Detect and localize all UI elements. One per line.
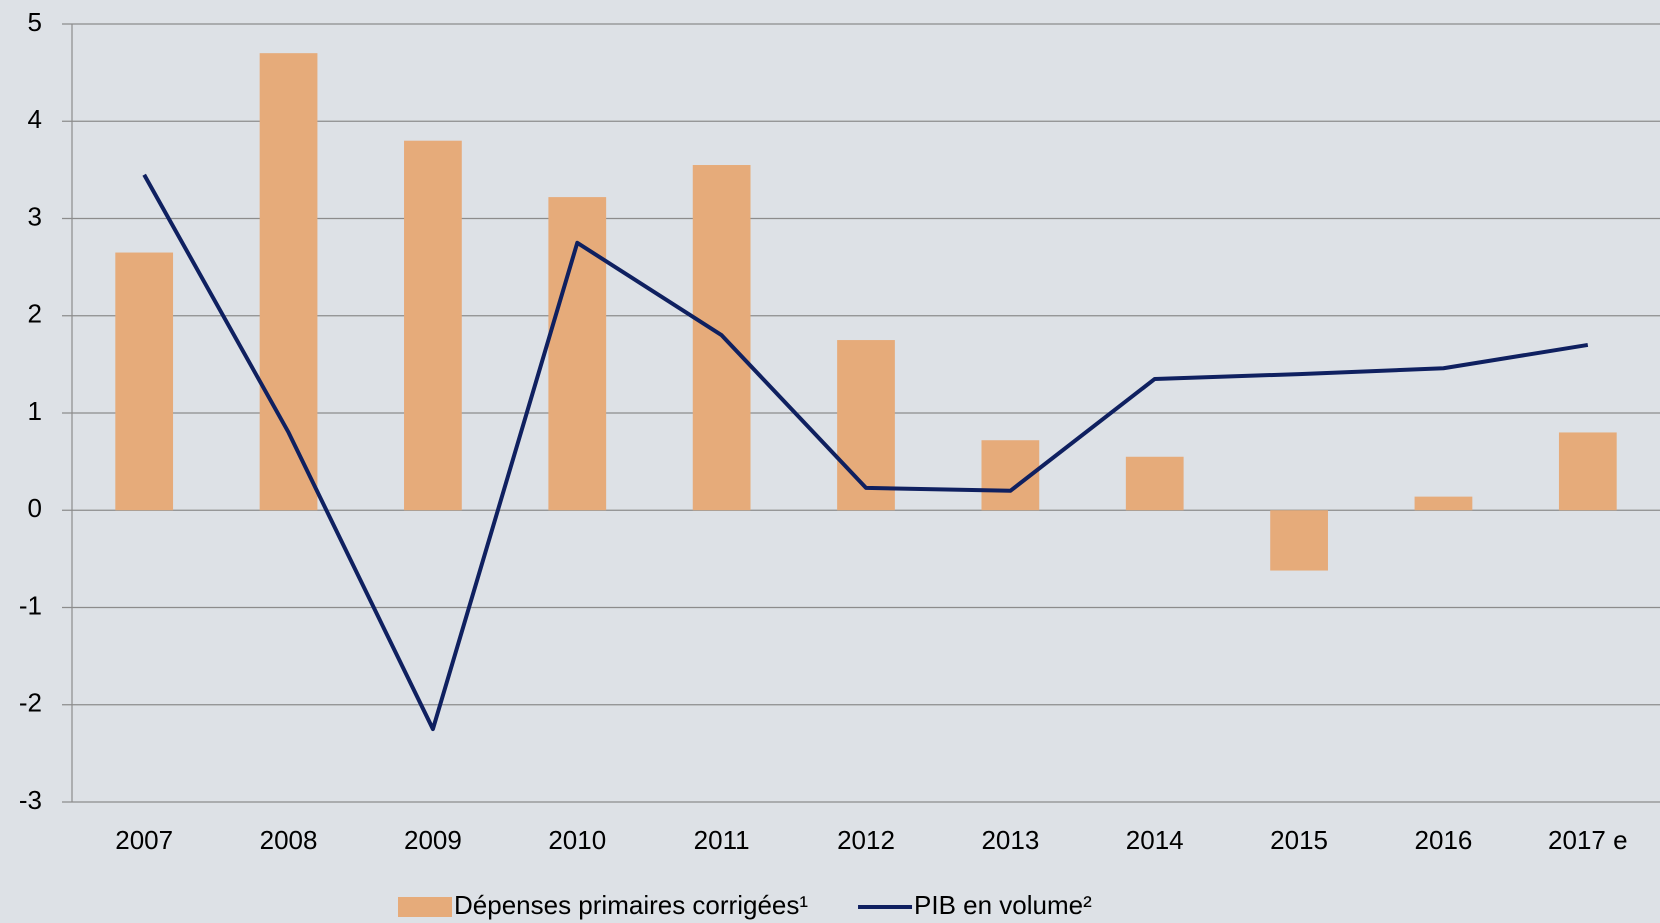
y-tick-label: -1 (19, 590, 42, 620)
y-tick-label: -2 (19, 688, 42, 718)
line (142, 173, 1589, 732)
x-tick-label: 2014 (1126, 825, 1184, 855)
y-tick-label: -3 (19, 785, 42, 815)
y-tick-label: 0 (28, 493, 42, 523)
x-tick-label: 2007 (115, 825, 173, 855)
x-tick-label: 2008 (260, 825, 318, 855)
bar (1414, 496, 1473, 511)
x-tick-label: 2010 (548, 825, 606, 855)
bar (259, 53, 318, 511)
x-tick-label: 2013 (981, 825, 1039, 855)
bar (837, 340, 895, 511)
bar (115, 252, 174, 511)
y-tick-label: 1 (28, 396, 42, 426)
bar (1270, 510, 1328, 571)
y-tick-label: 3 (28, 201, 42, 231)
legend-swatch (398, 897, 452, 917)
bar (404, 140, 462, 511)
y-tick-label: 5 (28, 7, 42, 37)
legend-label: PIB en volume² (914, 890, 1092, 920)
x-tick-label: 2009 (404, 825, 462, 855)
y-tick-label: 2 (28, 299, 42, 329)
x-tick-label: 2016 (1415, 825, 1473, 855)
x-tick-label: 2015 (1270, 825, 1328, 855)
x-tick-label: 2011 (694, 825, 750, 855)
x-tick-label: 2017 e (1548, 825, 1628, 855)
x-tick-label: 2012 (837, 825, 895, 855)
y-tick-label: 4 (28, 104, 42, 134)
bar (1558, 432, 1617, 511)
bar (1125, 456, 1184, 511)
legend-label: Dépenses primaires corrigées¹ (454, 890, 808, 920)
